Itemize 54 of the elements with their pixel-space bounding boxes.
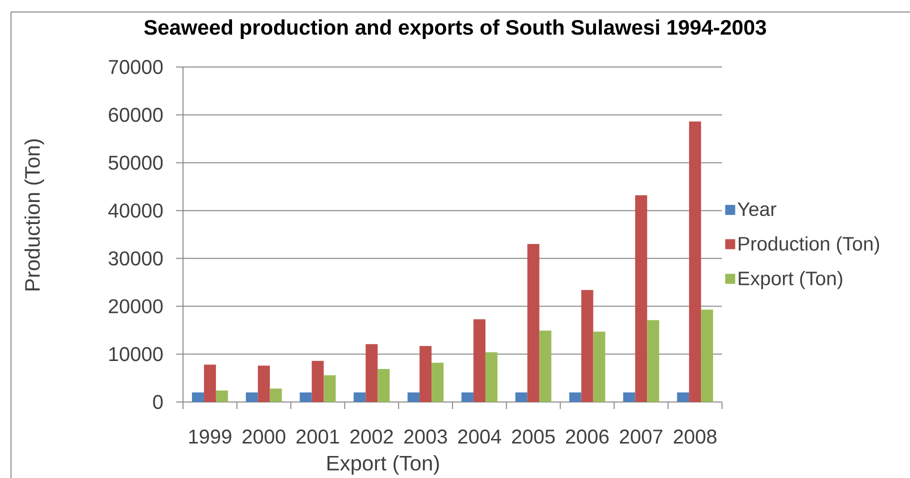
x-tick-label: 2007 — [620, 430, 662, 444]
bar — [689, 122, 702, 402]
x-tick-label: 2003 — [404, 430, 447, 444]
bar — [378, 368, 390, 402]
legend-label: Export (Ton) — [738, 271, 842, 290]
bar — [485, 352, 498, 402]
bar — [473, 319, 486, 402]
bar — [593, 332, 606, 402]
y-tick-label: 0 — [153, 394, 163, 410]
bar — [635, 195, 648, 402]
bar — [216, 390, 228, 402]
bar — [366, 344, 378, 402]
y-tick-label: 10000 — [109, 347, 163, 362]
x-tick-label: 2005 — [512, 430, 555, 444]
bar — [581, 290, 594, 402]
bar — [312, 360, 324, 402]
y-tick-label: 20000 — [108, 299, 163, 314]
bar — [258, 366, 270, 402]
bar — [432, 362, 444, 402]
y-tick-label: 30000 — [108, 251, 163, 266]
bar — [527, 244, 540, 402]
bar — [461, 392, 474, 402]
bar — [246, 392, 258, 402]
bar — [324, 375, 336, 402]
chart-title: Seaweed production and exports of South Sulawesi 1994-2003 — [144, 19, 766, 39]
x-tick-label: 2004 — [458, 430, 502, 444]
legend-label: Production (Ton) — [738, 236, 880, 255]
bar — [300, 392, 312, 402]
x-tick-label: 2006 — [566, 430, 609, 444]
bar — [677, 392, 690, 402]
y-tick-label: 40000 — [108, 203, 163, 218]
x-tick-label: 2008 — [674, 430, 716, 444]
bar — [354, 392, 366, 402]
x-tick-label: 2002 — [350, 430, 393, 444]
bar — [204, 364, 216, 402]
bar — [408, 392, 420, 402]
bar — [701, 310, 714, 402]
y-tick-label: 70000 — [108, 60, 163, 74]
y-tick-label: 60000 — [108, 108, 163, 122]
y-axis-title: Production (Ton) — [24, 139, 44, 290]
bar — [647, 320, 660, 402]
y-tick-label: 50000 — [108, 156, 163, 170]
bar — [623, 392, 636, 402]
x-tick-label: 2001 — [296, 430, 340, 444]
bar — [192, 392, 204, 402]
bar — [515, 392, 528, 402]
x-tick-label: 2000 — [242, 430, 286, 444]
bar — [270, 388, 282, 402]
bar — [569, 392, 582, 402]
legend-label: Year — [738, 202, 776, 216]
x-axis-title: Export (Ton) — [328, 455, 439, 475]
bar — [420, 346, 432, 402]
x-tick-label: 1999 — [189, 430, 232, 444]
bar — [539, 330, 552, 402]
